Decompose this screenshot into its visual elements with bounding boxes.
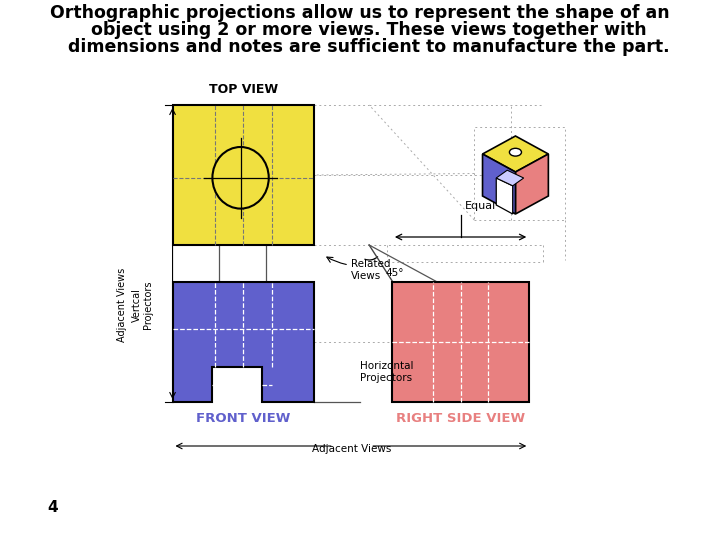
Text: Related
Views: Related Views: [351, 259, 390, 281]
Text: Orthographic projections allow us to represent the shape of an: Orthographic projections allow us to rep…: [50, 4, 670, 22]
Polygon shape: [516, 154, 549, 214]
Text: FRONT VIEW: FRONT VIEW: [197, 412, 291, 425]
Text: dimensions and notes are sufficient to manufacture the part.: dimensions and notes are sufficient to m…: [50, 38, 670, 56]
Text: TOP VIEW: TOP VIEW: [209, 83, 278, 96]
Ellipse shape: [510, 148, 521, 156]
Polygon shape: [496, 170, 523, 186]
Bar: [474, 127, 564, 220]
Text: Horizontal
Projectors: Horizontal Projectors: [360, 361, 413, 383]
Polygon shape: [173, 282, 314, 402]
Bar: [173, 105, 314, 245]
Text: Equal: Equal: [465, 201, 496, 211]
Text: 4: 4: [48, 501, 58, 516]
Bar: [392, 282, 529, 402]
Text: 45°: 45°: [386, 268, 404, 278]
Polygon shape: [482, 154, 516, 214]
Circle shape: [212, 147, 269, 208]
Text: object using 2 or more views. These views together with: object using 2 or more views. These view…: [73, 21, 647, 39]
Text: RIGHT SIDE VIEW: RIGHT SIDE VIEW: [396, 412, 525, 425]
Text: Adjacent Views: Adjacent Views: [312, 444, 392, 454]
Text: Vertcal
Projectors: Vertcal Projectors: [132, 281, 153, 329]
Polygon shape: [482, 136, 549, 172]
Polygon shape: [496, 178, 513, 214]
Text: Adjacent Views: Adjacent Views: [117, 268, 127, 342]
